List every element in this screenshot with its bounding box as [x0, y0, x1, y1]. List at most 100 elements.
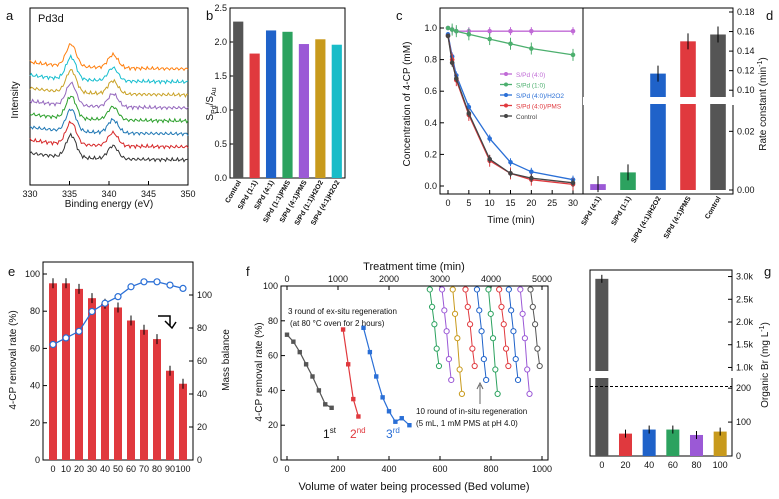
panel-g: g Organic Br (mg L-1) 0 20 40 60 80 100 1.0k 1… — [588, 264, 771, 470]
panel-f-in-situ-point — [505, 286, 512, 293]
panel-e-mass-balance-point — [114, 293, 122, 301]
panel-c: c Concentration of 4-CP (mM) Time (min) … — [396, 7, 584, 226]
panel-g-xtick-label: 0 — [599, 460, 604, 470]
panel-d-category-label: S/Pd (4:1)/H2O2 — [630, 195, 662, 244]
panel-a-letter: a — [6, 8, 14, 23]
panel-f-xtick-top-label: 2000 — [379, 274, 399, 284]
panel-f-in-situ-point — [514, 376, 522, 384]
panel-c-point — [487, 36, 492, 42]
panel-f-in-situ-point — [498, 303, 505, 310]
panel-c-ytick-label: 0.2 — [424, 149, 437, 159]
panel-f-in-situ-line — [530, 289, 541, 367]
panel-c-legend-label: S/Pd (4:0)/H2O2 — [516, 93, 564, 100]
panel-e-mass-balance-point — [88, 307, 96, 316]
panel-c-xtick-label: 25 — [547, 198, 557, 208]
panel-e-ytick-right-label: 80 — [197, 323, 207, 333]
panel-a-xtick-label: 330 — [22, 189, 37, 199]
panel-f-in-situ-point — [426, 286, 433, 293]
panel-c-point — [529, 46, 534, 51]
panel-d-letter: d — [766, 8, 773, 23]
panel-c-legend-label: S/Pd (4:0)/PMS — [516, 104, 562, 111]
panel-f-in-situ-point — [512, 355, 519, 363]
panel-a-spectrum-line — [29, 120, 189, 150]
panel-g-ytick-label: 1.0k — [736, 362, 754, 372]
panel-f-in-situ-point — [466, 321, 474, 328]
panel-f-in-situ-line — [519, 289, 530, 394]
panel-d-bar — [620, 172, 636, 190]
panel-c-point — [449, 60, 455, 66]
panel-b-bar — [282, 31, 293, 178]
panel-g-ylabel: Organic Br (mg L-1) — [759, 322, 771, 408]
panel-a-xlabel: Binding energy (eV) — [65, 199, 153, 210]
panel-c-point — [570, 180, 576, 186]
panel-f-in-situ-point — [526, 390, 533, 397]
panel-f-in-situ-point — [502, 345, 510, 352]
panel-f-ex-situ-point — [323, 402, 328, 407]
panel-c-point — [454, 28, 459, 34]
panel-c-point — [445, 25, 451, 31]
panel-b-bar — [331, 44, 342, 178]
panel-e-bar — [49, 283, 57, 460]
panel-b-ytick-label: 0.5 — [214, 139, 227, 149]
panel-f-ex-situ-point — [340, 327, 346, 332]
panel-c-point — [487, 136, 492, 141]
panel-e-ylabel-right: Mass balance — [221, 329, 232, 391]
panel-d-ytick-label: 0.16 — [737, 27, 755, 37]
panel-e-bar — [153, 339, 161, 460]
panel-g-ytick-label: 2.5k — [736, 294, 754, 304]
panel-f-in-situ-point — [489, 335, 497, 342]
panel-f-in-situ-point — [536, 362, 543, 370]
panel-f-in-situ-point — [473, 286, 481, 293]
panel-c-point — [466, 111, 472, 116]
panel-f-ex-situ-point — [393, 419, 398, 424]
panel-f-ylabel: 4-CP removal rate (%) — [254, 322, 265, 421]
panel-g-frame — [589, 269, 733, 457]
panel-d-ylabel: Rate constant (min-1) — [757, 57, 769, 151]
panel-c-point — [449, 27, 455, 32]
panel-f-xtick-top-label: 4000 — [481, 274, 501, 284]
panel-a-inset-label: Pd3d — [38, 13, 64, 25]
panel-a-xtick-label: 350 — [180, 189, 195, 199]
panel-f-ex-situ-point — [380, 395, 385, 400]
panel-e-xtick-label: 70 — [139, 464, 149, 474]
panel-b-bar — [265, 30, 277, 178]
panel-e-xtick-label: 40 — [100, 464, 110, 474]
panel-e-bar — [75, 288, 83, 460]
panel-f-in-situ-point — [476, 307, 483, 314]
panel-f-in-situ-point — [428, 303, 436, 310]
panel-f-ex-situ-point — [310, 374, 315, 379]
panel-e-xtick-label: 60 — [126, 464, 136, 474]
panel-e-ytick-left-label: 60 — [30, 343, 40, 353]
panel-f-in-situ-line — [476, 289, 487, 381]
panel-c-xtick-label: 20 — [526, 198, 536, 208]
panel-f-in-situ-point — [462, 286, 469, 293]
panel-f-ex-situ-point — [367, 349, 373, 355]
panel-c-legend-marker — [504, 82, 508, 87]
panel-f-ex-situ-point — [386, 409, 392, 414]
panel-b-ylabel: SPd/SAu — [205, 87, 218, 120]
panel-f-ex-situ-line — [362, 327, 410, 426]
panel-g-bar — [618, 433, 633, 456]
panel-f-xtick-top-label: 5000 — [532, 274, 552, 284]
panel-d-category-label: S/Pd (4:1) — [581, 196, 603, 227]
panel-c-point — [529, 169, 534, 175]
panel-f-annotation-in-situ-2: (5 mL, 1 mM PMS at pH 4.0) — [416, 419, 518, 428]
panel-f-ex-situ-point — [329, 405, 334, 410]
panel-f-xtick-top-label: 0 — [284, 274, 289, 284]
panel-f-in-situ-line — [441, 289, 452, 381]
panel-a: a Pd3d Intensity Binding energy (eV) 330… — [6, 7, 196, 210]
panel-f-xlabel: Volume of water being processed (Bed vol… — [298, 481, 529, 493]
panel-d-ytick-label: 0.12 — [737, 66, 755, 76]
panel-c-legend-label: S/Pd (4:0) — [516, 72, 545, 79]
panel-f-in-situ-point — [510, 328, 517, 335]
panel-e-xtick-label: 50 — [113, 464, 123, 474]
panel-e-bar — [127, 320, 135, 460]
panel-f-in-situ-point — [464, 303, 471, 310]
panel-f-in-situ-point — [435, 362, 443, 370]
panel-f-in-situ-point — [448, 376, 455, 384]
panel-b-ytick-label: 1.5 — [214, 71, 227, 81]
panel-c-legend-marker — [504, 72, 508, 76]
panel-c-point — [570, 28, 576, 34]
panel-f-in-situ-point — [485, 286, 492, 293]
